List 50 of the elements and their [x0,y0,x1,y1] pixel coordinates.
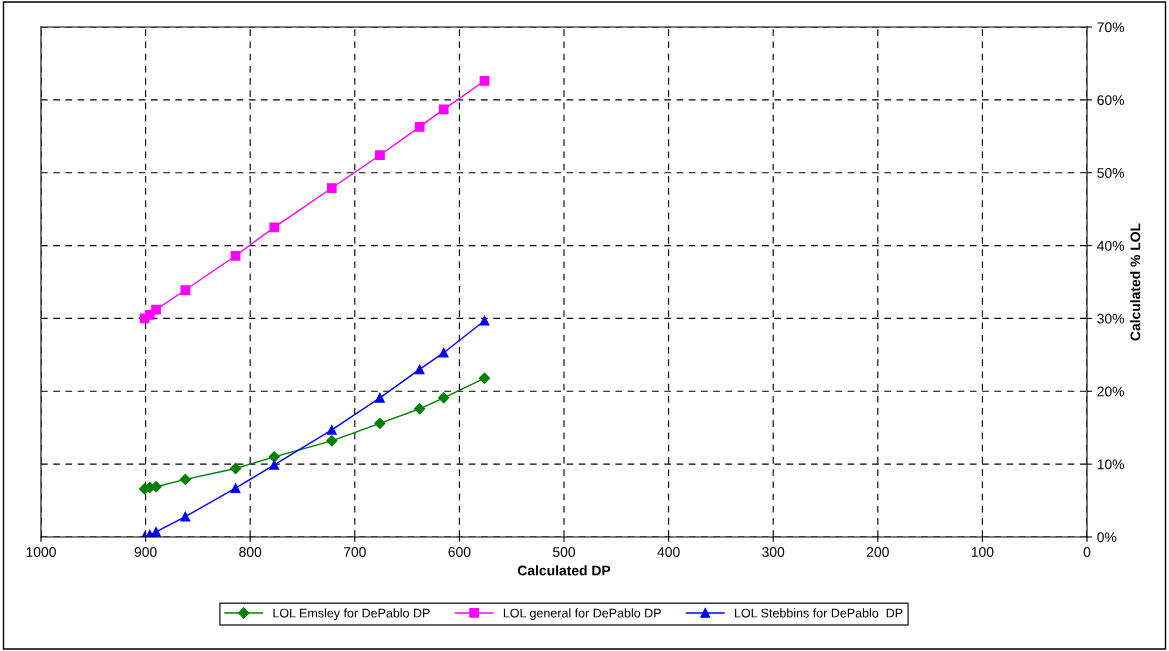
y-tick-label: 10% [1097,459,1125,470]
point [414,364,425,375]
x-tick-label: 700 [343,547,366,557]
point [414,121,425,132]
point [375,392,385,403]
point [414,403,426,415]
x-tick-label: 0 [1083,547,1091,557]
point [326,435,338,447]
x-tick-label: 300 [762,547,785,557]
point [375,150,385,161]
x-tick-label: 200 [866,547,889,557]
point [268,451,280,463]
y-tick-label: 0% [1097,532,1117,543]
point [269,222,280,233]
y-tick-label: 60% [1097,95,1125,106]
y-tick-label: 20% [1097,386,1125,397]
x-tick-label: 600 [448,547,471,557]
x-tick-label: 100 [971,547,994,557]
point [438,104,449,115]
x-tick-label: 400 [657,547,680,557]
point [180,511,191,522]
point [180,285,191,295]
legend-label: LOL general for DePablo DP [503,608,661,620]
point [479,315,490,326]
legend-label: LOL Emsley for DePablo DP [273,608,430,620]
x-axis-title: Calculated DP [517,565,611,576]
point [478,372,491,384]
point [326,183,337,193]
point [438,347,449,358]
y-axis-title: Calculated % LOL [1130,223,1141,341]
point [326,425,337,435]
point [269,460,280,470]
point [151,527,161,537]
point [230,250,241,261]
point [438,392,450,404]
y-tick-label: 70% [1097,22,1125,33]
x-tick-label: 900 [134,547,157,557]
legend-label: LOL Stebbins for DePablo DP [735,608,903,618]
point [229,462,242,475]
y-tick-label: 50% [1097,168,1125,178]
y-tick-label: 30% [1097,313,1125,324]
point [179,473,191,486]
point [230,483,241,494]
y-tick-label: 40% [1097,240,1125,251]
point [151,304,161,315]
point [374,417,386,429]
x-tick-label: 500 [552,547,576,557]
x-tick-label: 800 [239,547,262,557]
x-tick-label: 1000 [26,547,56,557]
point [479,76,490,86]
